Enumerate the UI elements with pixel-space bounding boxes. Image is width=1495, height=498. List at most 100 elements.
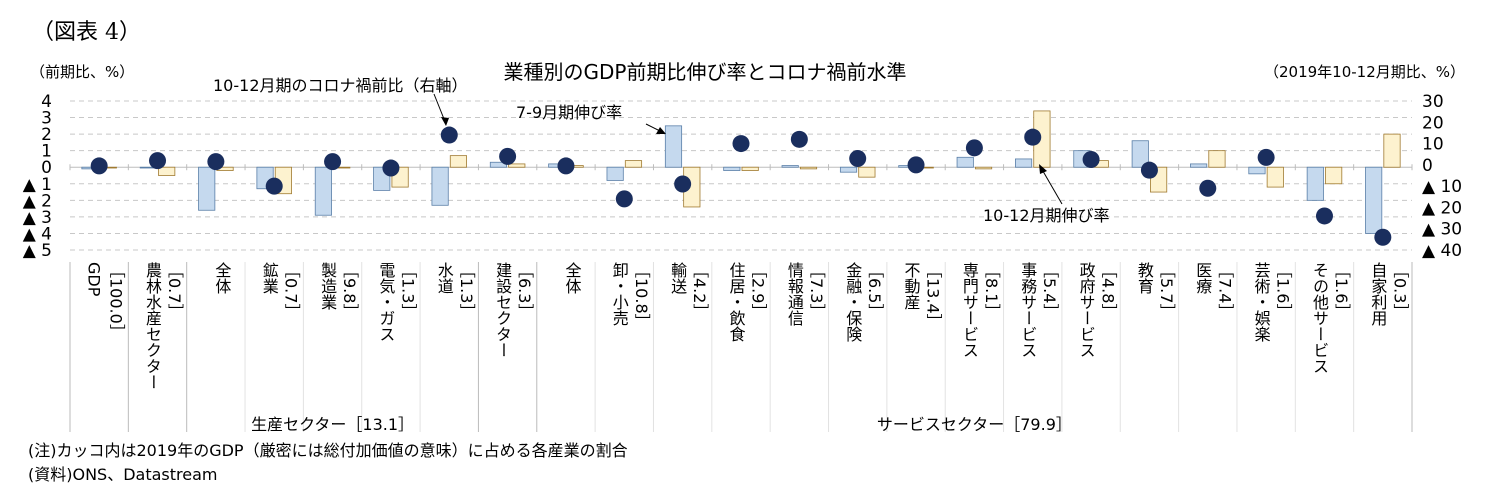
dot-vs-precovid: [1315, 207, 1333, 225]
category-label: 農林水産セクター: [143, 262, 162, 390]
category-label: 金融・保険: [843, 262, 862, 342]
bar-10-12: [1208, 150, 1226, 168]
dot-vs-precovid: [732, 135, 750, 153]
category-share: ［6.5］: [865, 262, 884, 319]
dot-vs-precovid: [265, 177, 283, 195]
dot-vs-precovid: [499, 147, 517, 165]
dot-vs-precovid: [849, 149, 867, 167]
right-tick-label: 10: [1422, 135, 1444, 155]
category-label: 自家利用: [1368, 262, 1387, 327]
figure-label: （図表 4）: [32, 20, 141, 45]
category-label: 芸術・娯楽: [1252, 262, 1271, 342]
category-label: 情報通信: [785, 262, 804, 326]
left-tick-label: 1: [41, 142, 52, 162]
bar-7-9: [431, 166, 449, 206]
chart-source: (資料)ONS、Datastream: [28, 465, 218, 484]
right-tick-label: ▲ 40: [1422, 241, 1462, 261]
bar-7-9: [839, 166, 858, 173]
bar-7-9: [1248, 166, 1266, 175]
category-label: その他サービス: [1310, 262, 1329, 374]
category-share: ［5.4］: [1040, 262, 1059, 319]
category-share: ［7.3］: [807, 262, 826, 319]
bar-7-9: [723, 166, 741, 171]
category-label: 鉱業: [260, 262, 279, 294]
category-label: 建設セクター: [493, 262, 512, 358]
annotation-arrowhead: [1039, 164, 1047, 174]
bar-7-9: [1365, 166, 1383, 234]
bar-10-12: [1383, 133, 1401, 168]
category-label: GDP: [85, 262, 104, 297]
bar-10-12: [799, 166, 818, 170]
category-share: ［7.4］: [1215, 262, 1234, 319]
category-label: 政府サービス: [1077, 262, 1096, 358]
category-share: ［8.1］: [982, 262, 1001, 319]
dot-vs-precovid: [790, 130, 808, 148]
left-tick-label: 0: [41, 158, 52, 178]
category-share: ［0.3］: [1390, 262, 1409, 319]
annotation-dot-label: 10-12月期のコロナ禍前比（右軸）: [213, 76, 468, 95]
category-label: 全体: [212, 262, 231, 294]
category-label: 医療: [1193, 262, 1212, 294]
category-label: 全体: [562, 262, 581, 294]
left-tick-label: 4: [41, 92, 52, 112]
right-tick-label: 0: [1422, 156, 1433, 176]
dot-vs-precovid: [382, 159, 400, 177]
category-share: ［1.3］: [398, 262, 417, 319]
category-share: ［4.8］: [1099, 262, 1118, 319]
bar-10-12: [1266, 166, 1284, 188]
right-tick-label: 20: [1422, 113, 1444, 133]
left-tick-label: ▲ 1: [23, 175, 52, 195]
category-share: ［1.6］: [1274, 262, 1293, 319]
left-axis-unit: （前期比、%）: [30, 63, 134, 81]
dot-vs-precovid: [440, 126, 458, 144]
category-label: 住居・飲食: [727, 262, 746, 342]
bar-10-12: [508, 163, 526, 168]
left-tick-label: 3: [41, 109, 52, 129]
category-share: ［13.4］: [924, 262, 943, 330]
bar-7-9: [198, 166, 216, 211]
category-share: ［6.3］: [515, 262, 534, 319]
bar-7-9: [956, 156, 974, 168]
right-axis-unit: （2019年10-12月期比、%）: [1264, 63, 1465, 81]
category-label: 製造業: [318, 262, 337, 310]
category-share: ［9.8］: [340, 262, 359, 319]
category-share: ［1.3］: [457, 262, 476, 319]
dot-vs-precovid: [907, 156, 925, 174]
dot-vs-precovid: [674, 175, 692, 193]
dot-vs-precovid: [557, 157, 575, 175]
chart-title: 業種別のGDP前期比伸び率とコロナ禍前水準: [504, 60, 907, 84]
dot-vs-precovid: [1140, 161, 1158, 179]
bar-10-12: [624, 160, 643, 168]
right-tick-label: ▲ 10: [1422, 177, 1462, 197]
bar-7-9: [781, 165, 799, 168]
bar-7-9: [1015, 158, 1033, 168]
bar-10-12: [158, 166, 176, 176]
bar-7-9: [314, 166, 332, 216]
category-label: 専門サービス: [960, 262, 979, 358]
left-tick-label: ▲ 4: [23, 224, 52, 244]
bar-7-9: [1131, 140, 1149, 168]
category-share: ［1.6］: [1332, 262, 1351, 319]
category-label: 卸・小売: [610, 262, 629, 326]
dot-vs-precovid: [1374, 228, 1392, 246]
dot-vs-precovid: [207, 153, 225, 171]
group-label: 生産セクター［13.1］: [251, 415, 414, 434]
bar-7-9: [606, 166, 624, 181]
dot-vs-precovid: [1082, 151, 1100, 169]
right-tick-label: ▲ 30: [1422, 220, 1462, 240]
category-share: ［100.0］: [107, 262, 126, 340]
left-tick-label: ▲ 5: [23, 241, 52, 261]
category-label: 電気・ガス: [376, 262, 395, 342]
category-label: 輸送: [668, 262, 687, 294]
category-share: ［2.9］: [749, 262, 768, 319]
right-tick-label: 30: [1422, 92, 1444, 112]
annotation-arrowhead: [441, 117, 449, 126]
dot-vs-precovid: [324, 153, 342, 171]
left-tick-label: ▲ 2: [23, 191, 52, 211]
bar-7-9: [1306, 166, 1324, 201]
dot-vs-precovid: [1199, 179, 1217, 197]
category-label: 教育: [1135, 262, 1154, 295]
category-label: 不動産: [902, 262, 921, 310]
bar-10-12: [974, 166, 993, 170]
category-label: 水道: [435, 262, 454, 294]
